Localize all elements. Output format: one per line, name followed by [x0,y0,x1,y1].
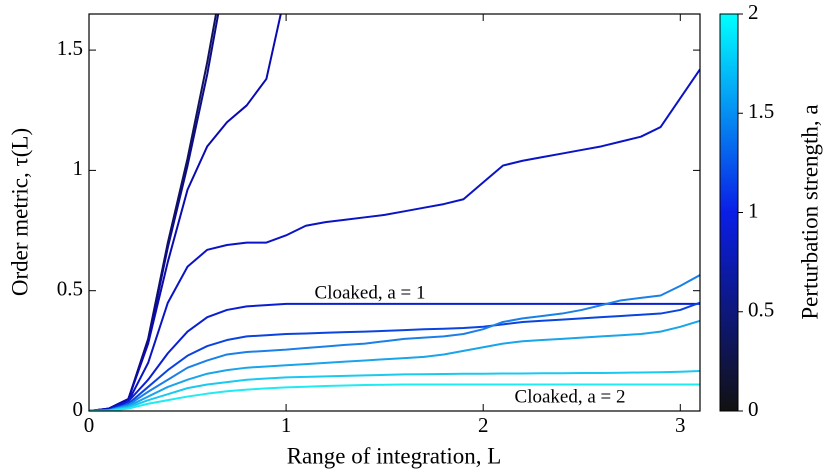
series-line [89,274,700,411]
colorbar-tick-label: 0 [748,397,759,421]
y-tick-label: 0 [73,397,84,421]
colorbar-label: Perturbation strength, a [797,104,822,319]
colorbar-tick-label: 0.5 [748,298,774,322]
x-tick-label: 2 [478,413,489,437]
annotation: Cloaked, a = 1 [315,282,426,303]
series-line [89,14,282,411]
x-tick-label: 3 [675,413,686,437]
x-tick-label: 0 [84,413,95,437]
y-axis-label: Order metric, τ(L) [7,128,32,296]
colorbar-tick-label: 1.5 [748,99,774,123]
colorbar-tick-label: 1 [748,198,759,222]
series-line [89,14,218,411]
plot-lines [89,14,700,411]
series-line [89,383,700,411]
annotation: Cloaked, a = 2 [515,386,626,407]
y-tick-label: 1.5 [57,36,83,60]
series-line [89,68,700,411]
colorbar-tick-label: 2 [748,0,759,24]
colorbar [719,13,739,412]
series-line [89,319,700,411]
series-line [89,14,220,411]
series-line [89,301,700,411]
plot-frame [88,13,701,412]
y-tick-label: 0.5 [57,277,83,301]
series-line [89,370,700,411]
series-line [89,302,700,411]
x-tick-label: 1 [281,413,292,437]
y-tick-label: 1 [73,156,84,180]
x-axis-label: Range of integration, L [287,443,502,468]
